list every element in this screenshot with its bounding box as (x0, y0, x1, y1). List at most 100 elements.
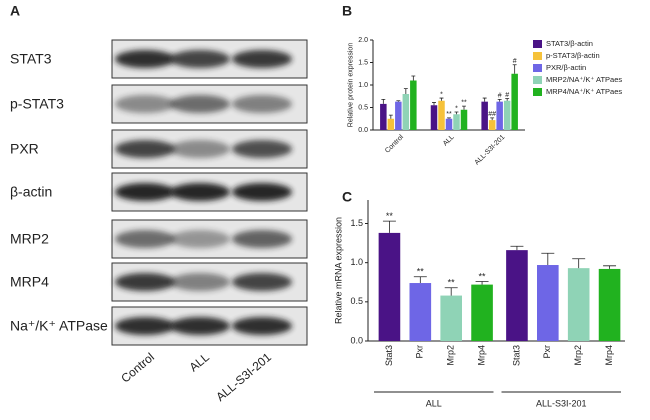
blot-row-label: PXR (10, 141, 39, 157)
bar (598, 268, 621, 341)
y-tick-label: 0.0 (350, 335, 363, 345)
bar (567, 268, 590, 341)
x-tick-label: ALL (442, 134, 456, 148)
group-label: ALL-S3I-201 (536, 398, 587, 408)
error-bar (396, 100, 401, 102)
y-tick-label: 1.0 (358, 82, 368, 89)
error-bar (505, 98, 510, 101)
blot-band (115, 273, 175, 291)
bar (496, 101, 503, 130)
bar (402, 94, 410, 130)
legend-swatch (533, 76, 542, 84)
bar (430, 105, 438, 130)
blot-column-label: ALL (187, 350, 213, 375)
significance: * (440, 91, 443, 98)
blot-band (115, 95, 175, 113)
significance: ** (479, 271, 487, 281)
error-bar (603, 265, 617, 269)
blot-band (170, 140, 230, 158)
blot-band (170, 183, 230, 201)
bar (378, 232, 401, 341)
blot-band (115, 230, 175, 248)
error-bar (572, 258, 586, 269)
bar (453, 114, 460, 130)
blot-band (170, 50, 230, 68)
legend-label: STAT3/β-actin (546, 39, 593, 48)
bar (511, 73, 518, 130)
y-tick-label: 1.5 (358, 59, 368, 66)
x-tick-label: Stat3 (384, 345, 394, 366)
bar (387, 118, 395, 130)
y-axis-label: Relative mRNA expression (334, 217, 344, 324)
bar (537, 265, 559, 341)
legend-swatch (533, 88, 542, 96)
blot-band (170, 230, 230, 248)
error-bar (510, 245, 524, 251)
blot-band (115, 183, 175, 201)
significance: ** (461, 99, 467, 106)
error-bar (482, 97, 487, 102)
error-bar (497, 99, 502, 102)
legend-label: MRP2/NA⁺/K⁺ ATPaes (546, 75, 622, 84)
blot-column-label: ALL-S3I-201 (213, 350, 274, 404)
x-tick-label: Control (384, 133, 405, 154)
legend-swatch (533, 40, 542, 48)
bar (460, 109, 468, 130)
x-tick-label: Pxr (542, 345, 552, 359)
y-tick-label: 1.0 (350, 257, 363, 267)
error-bar (439, 97, 444, 101)
bar (471, 284, 493, 341)
bar (438, 100, 445, 130)
significance: ** (448, 278, 456, 288)
legend-label: PXR/β-actin (546, 63, 586, 72)
x-tick-label: Mrp2 (573, 345, 583, 366)
significance: # (513, 58, 517, 65)
error-bar (454, 111, 459, 115)
error-bar (512, 64, 517, 74)
bar (506, 250, 528, 341)
bar (410, 80, 417, 130)
blot-row-label: Na⁺/K⁺ ATPase (10, 318, 108, 334)
blot-row-label: STAT3 (10, 51, 52, 67)
blot-band (232, 95, 292, 113)
blot-band (115, 50, 175, 68)
bar (445, 118, 453, 130)
error-bar (432, 102, 436, 106)
blot-band (232, 273, 292, 291)
error-bar (388, 114, 393, 119)
significance: ## (488, 111, 496, 118)
blot-band (170, 95, 230, 113)
error-bar (403, 88, 408, 94)
y-tick-label: 1.5 (350, 218, 363, 228)
bar (481, 101, 488, 130)
x-tick-label: Mrp2 (446, 345, 456, 366)
error-bar (444, 287, 458, 296)
legend-swatch (533, 52, 542, 60)
y-tick-label: 2.0 (358, 37, 368, 44)
x-tick-label: Pxr (415, 345, 425, 359)
blot-band (115, 317, 175, 335)
blot-band (232, 230, 292, 248)
panel-label: B (342, 3, 352, 19)
legend-label: p-STAT3/β-actin (546, 51, 600, 60)
bar (503, 100, 511, 130)
significance: # (505, 92, 509, 99)
error-bar (462, 105, 466, 110)
blot-row-label: p-STAT3 (10, 96, 64, 112)
group-label: ALL (426, 398, 442, 408)
error-bar (411, 75, 416, 81)
error-bar (541, 252, 555, 266)
error-bar (490, 117, 495, 121)
blot-band (232, 317, 292, 335)
blot-row-label: MRP2 (10, 231, 49, 247)
blot-band (170, 273, 230, 291)
blot-band (232, 50, 292, 68)
bar (409, 283, 432, 341)
blot-band (115, 140, 175, 158)
error-bar (475, 281, 489, 285)
blot-row-label: MRP4 (10, 274, 49, 290)
significance: ** (386, 211, 394, 221)
error-bar (381, 99, 386, 104)
y-tick-label: 0.5 (350, 296, 363, 306)
